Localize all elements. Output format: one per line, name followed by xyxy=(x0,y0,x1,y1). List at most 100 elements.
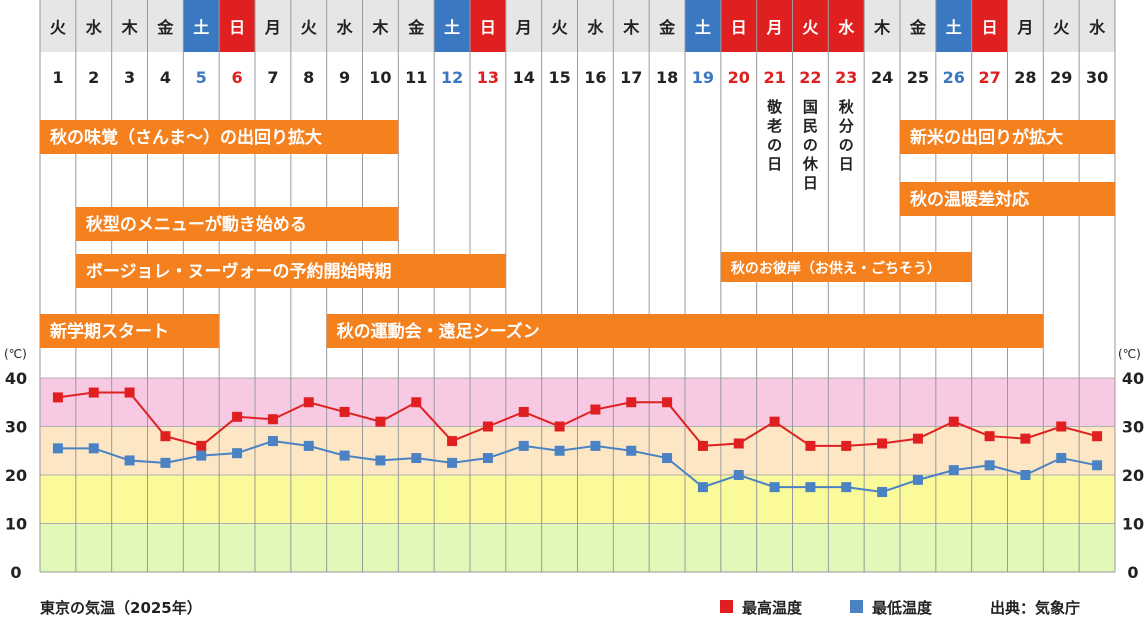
date-label-21: 21 xyxy=(763,68,785,87)
ytick-left-0: 0 xyxy=(10,563,21,582)
series-2-point-17 xyxy=(626,445,637,456)
dow-label-16: 水 xyxy=(587,18,604,37)
series-2-point-21 xyxy=(769,482,780,493)
chart-title: 東京の気温（2025年） xyxy=(40,599,202,617)
dow-cell-25 xyxy=(900,0,936,52)
event-label-4: 新学期スタート xyxy=(50,321,169,342)
series-2-point-18 xyxy=(662,453,673,464)
date-label-8: 8 xyxy=(303,68,314,87)
series-1-point-25 xyxy=(912,433,923,444)
dow-cell-30 xyxy=(1079,0,1115,52)
event-bars: 秋の味覚（さんま〜）の出回り拡大秋型のメニューが動き始めるボージョレ・ヌーヴォー… xyxy=(40,120,1115,348)
dow-cell-18 xyxy=(649,0,685,52)
unit-left: (℃) xyxy=(4,347,27,361)
series-1-point-8 xyxy=(303,397,314,408)
legend-min-label: 最低温度 xyxy=(872,599,933,617)
dow-label-2: 水 xyxy=(86,18,103,37)
dow-cell-8 xyxy=(290,0,327,52)
date-label-3: 3 xyxy=(124,68,135,87)
series-2-point-26 xyxy=(948,465,959,476)
series-1-point-7 xyxy=(267,414,278,425)
series-2-point-20 xyxy=(733,470,744,480)
event-label-2: 秋型のメニューが動き始める xyxy=(86,214,307,235)
event-bar-5 xyxy=(326,314,1044,348)
dow-cell-13 xyxy=(470,0,506,52)
series-2-point-28 xyxy=(1020,470,1031,480)
series-line-1 xyxy=(57,391,1098,447)
calendar-chart: 火 1 水 2 木 3 金 4 土 5 日 6 月 7 火 8 水 9 木 10 金 11 土 12 日 13 月 14 火 15 水 16 木… xyxy=(4,0,1144,582)
holiday-22-char-3: の xyxy=(803,136,818,154)
dow-label-19: 土 xyxy=(695,18,711,37)
y-axes: 40 40 30 30 20 20 10 10 0 0 (℃) (℃) xyxy=(4,347,1144,582)
dow-label-18: 金 xyxy=(658,18,676,37)
series-line-2 xyxy=(57,440,1098,493)
date-label-4: 4 xyxy=(160,68,171,87)
series-1-point-28 xyxy=(1020,433,1031,444)
series-2-point-25 xyxy=(912,474,923,485)
date-label-29: 29 xyxy=(1050,68,1072,87)
dow-label-4: 金 xyxy=(156,18,174,37)
series-1-point-18 xyxy=(662,397,673,408)
unit-right: (℃) xyxy=(1118,347,1141,361)
dow-label-28: 月 xyxy=(1016,18,1033,37)
date-label-28: 28 xyxy=(1014,68,1036,87)
dow-cell-26 xyxy=(935,0,972,52)
legend-min-marker xyxy=(850,600,863,613)
dow-cell-28 xyxy=(1007,0,1044,52)
date-label-16: 16 xyxy=(584,68,606,87)
event-bar-7 xyxy=(900,120,1115,154)
holiday-23-char-2: 分 xyxy=(839,117,854,135)
series-2-point-8 xyxy=(303,440,314,451)
date-label-7: 7 xyxy=(267,68,278,87)
date-label-17: 17 xyxy=(620,68,642,87)
dow-cell-21 xyxy=(756,0,793,52)
dow-cell-22 xyxy=(792,0,829,52)
holiday-21-char-1: 敬 xyxy=(766,98,783,116)
dow-label-5: 土 xyxy=(193,18,209,37)
date-label-30: 30 xyxy=(1086,68,1108,87)
dow-cell-17 xyxy=(613,0,650,52)
date-label-19: 19 xyxy=(692,68,714,87)
series-1-point-24 xyxy=(877,438,888,449)
dow-label-23: 水 xyxy=(838,18,855,37)
event-bar-2 xyxy=(75,207,399,241)
dow-label-21: 月 xyxy=(766,18,783,37)
event-bar-8 xyxy=(900,182,1115,216)
holiday-22-char-1: 国 xyxy=(803,98,818,116)
date-label-27: 27 xyxy=(978,68,1000,87)
dow-label-10: 木 xyxy=(371,18,389,37)
ytick-left-30: 30 xyxy=(5,418,27,437)
series-1-point-22 xyxy=(805,440,816,451)
dow-label-7: 月 xyxy=(264,18,281,37)
date-label-13: 13 xyxy=(477,68,499,87)
event-label-1: 秋の味覚（さんま〜）の出回り拡大 xyxy=(50,127,322,148)
series-2-point-12 xyxy=(447,457,458,468)
ytick-right-40: 40 xyxy=(1122,369,1144,388)
series-2-point-4 xyxy=(160,457,171,468)
date-label-18: 18 xyxy=(656,68,678,87)
series-1-point-29 xyxy=(1056,421,1067,432)
dow-label-9: 水 xyxy=(337,18,354,37)
dow-label-8: 火 xyxy=(301,18,318,37)
legend-max-marker xyxy=(720,600,733,613)
series-1-point-13 xyxy=(482,421,493,432)
dow-cell-6 xyxy=(219,0,255,52)
date-label-2: 2 xyxy=(88,68,99,87)
dow-cell-24 xyxy=(864,0,900,52)
event-bar-3 xyxy=(75,254,506,288)
dow-cell-20 xyxy=(720,0,757,52)
ytick-right-30: 30 xyxy=(1122,418,1144,437)
date-label-10: 10 xyxy=(369,68,391,87)
series-2-point-16 xyxy=(590,440,601,451)
dow-cell-5 xyxy=(183,0,220,52)
event-label-5: 秋の運動会・遠足シーズン xyxy=(337,321,540,342)
series-1-point-2 xyxy=(88,387,99,398)
event-label-8: 秋の温暖差対応 xyxy=(910,189,1029,210)
dow-label-26: 土 xyxy=(946,18,962,37)
series-2-point-29 xyxy=(1056,453,1067,464)
dow-label-17: 木 xyxy=(622,18,640,37)
series-2-point-1 xyxy=(52,443,63,454)
series-2-point-9 xyxy=(339,450,350,461)
series-2-point-5 xyxy=(196,450,207,461)
